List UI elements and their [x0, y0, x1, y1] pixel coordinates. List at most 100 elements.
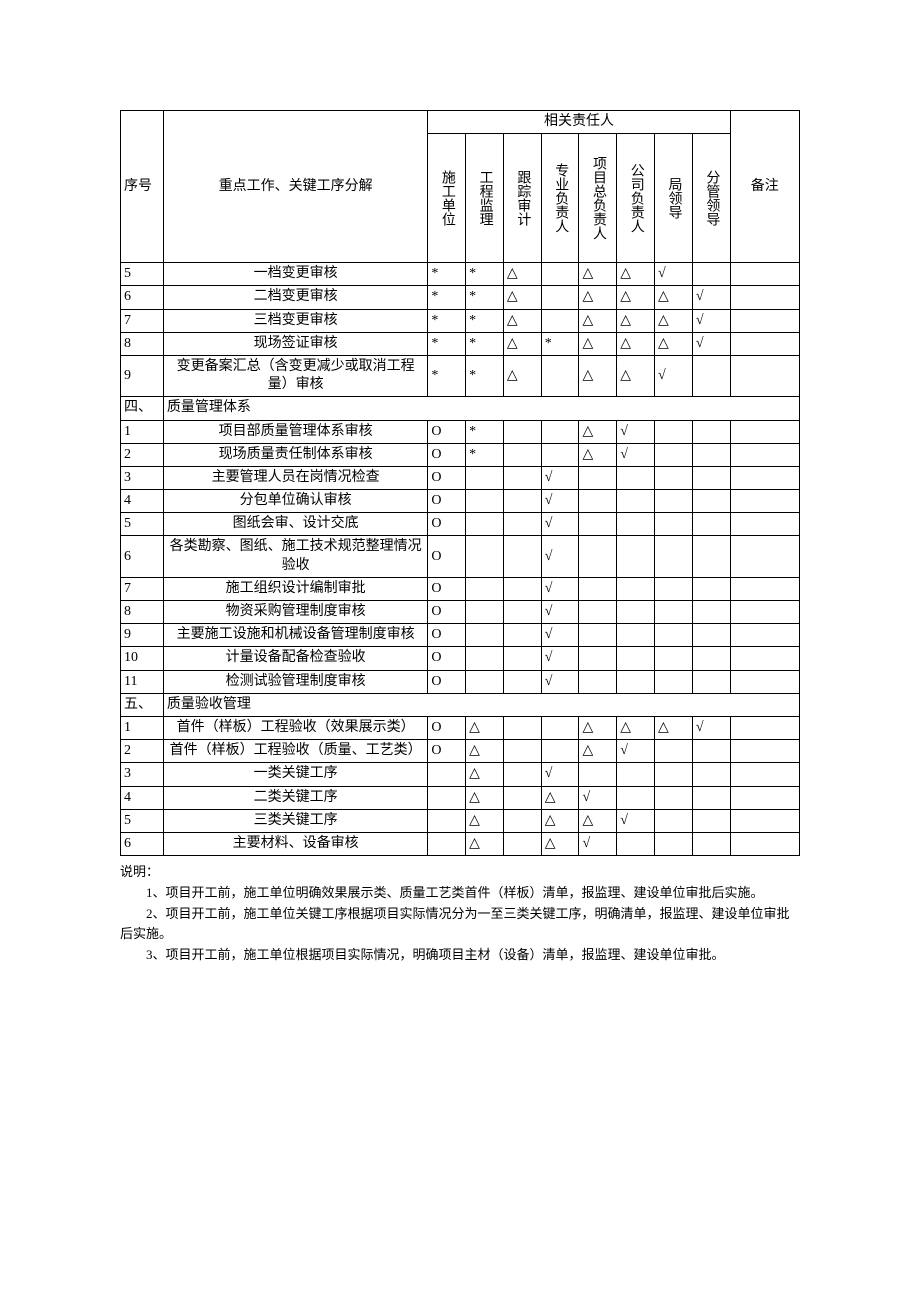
- cell-remark: [730, 309, 799, 332]
- cell-c6: √: [617, 740, 655, 763]
- cell-c1: O: [428, 443, 466, 466]
- header-col-c1: 施工单位: [428, 134, 466, 263]
- section-row: 四、质量管理体系: [121, 397, 800, 420]
- cell-c4: √: [541, 513, 579, 536]
- cell-c8: [692, 809, 730, 832]
- cell-seq: 7: [121, 577, 164, 600]
- cell-c6: [617, 763, 655, 786]
- cell-c1: [428, 786, 466, 809]
- cell-c4: √: [541, 536, 579, 577]
- cell-c5: △: [579, 809, 617, 832]
- cell-seq: 9: [121, 355, 164, 396]
- cell-c2: [466, 490, 504, 513]
- cell-seq: 5: [121, 263, 164, 286]
- cell-c4: [541, 443, 579, 466]
- cell-c8: [692, 536, 730, 577]
- cell-c1: O: [428, 716, 466, 739]
- cell-c8: [692, 670, 730, 693]
- cell-c4: √: [541, 647, 579, 670]
- cell-c1: [428, 832, 466, 855]
- cell-c2: *: [466, 309, 504, 332]
- cell-c4: [541, 263, 579, 286]
- cell-c1: *: [428, 355, 466, 396]
- cell-c8: √: [692, 332, 730, 355]
- header-desc: 重点工作、关键工序分解: [163, 111, 428, 263]
- cell-c6: △: [617, 716, 655, 739]
- cell-c8: [692, 832, 730, 855]
- cell-desc: 项目部质量管理体系审核: [163, 420, 428, 443]
- table-row: 8物资采购管理制度审核O√: [121, 601, 800, 624]
- cell-remark: [730, 466, 799, 489]
- cell-c1: O: [428, 601, 466, 624]
- cell-remark: [730, 536, 799, 577]
- cell-c3: [503, 832, 541, 855]
- cell-c2: *: [466, 420, 504, 443]
- cell-c7: [655, 670, 693, 693]
- cell-seq: 8: [121, 332, 164, 355]
- section-seq: 五、: [121, 693, 164, 716]
- cell-c3: △: [503, 355, 541, 396]
- cell-c3: [503, 670, 541, 693]
- cell-c8: √: [692, 309, 730, 332]
- cell-c1: O: [428, 577, 466, 600]
- cell-remark: [730, 670, 799, 693]
- cell-c7: [655, 763, 693, 786]
- header-responsible-group: 相关责任人: [428, 111, 730, 134]
- cell-desc: 物资采购管理制度审核: [163, 601, 428, 624]
- cell-c5: [579, 466, 617, 489]
- cell-c4: √: [541, 601, 579, 624]
- header-row-1: 序号 重点工作、关键工序分解 相关责任人 备注: [121, 111, 800, 134]
- header-col-c6: 公司负责人: [617, 134, 655, 263]
- table-row: 10计量设备配备检查验收O√: [121, 647, 800, 670]
- cell-c1: *: [428, 286, 466, 309]
- cell-desc: 一档变更审核: [163, 263, 428, 286]
- cell-desc: 现场质量责任制体系审核: [163, 443, 428, 466]
- cell-c4: √: [541, 577, 579, 600]
- cell-c3: [503, 624, 541, 647]
- table-row: 11检测试验管理制度审核O√: [121, 670, 800, 693]
- cell-c1: [428, 763, 466, 786]
- cell-c5: △: [579, 332, 617, 355]
- notes-item: 2、项目开工前，施工单位关键工序根据项目实际情况分为一至三类关键工序，明确清单，…: [120, 904, 800, 946]
- cell-c1: O: [428, 420, 466, 443]
- notes-section: 说明： 1、项目开工前，施工单位明确效果展示类、质量工艺类首件（样板）清单，报监…: [120, 862, 800, 966]
- cell-c8: [692, 466, 730, 489]
- cell-c7: [655, 536, 693, 577]
- cell-c8: √: [692, 716, 730, 739]
- cell-c6: △: [617, 355, 655, 396]
- table-row: 4分包单位确认审核O√: [121, 490, 800, 513]
- cell-c1: O: [428, 624, 466, 647]
- cell-seq: 5: [121, 513, 164, 536]
- cell-c8: [692, 420, 730, 443]
- cell-c4: √: [541, 490, 579, 513]
- cell-c3: △: [503, 309, 541, 332]
- cell-c4: [541, 740, 579, 763]
- cell-c5: [579, 577, 617, 600]
- cell-desc: 计量设备配备检查验收: [163, 647, 428, 670]
- cell-c8: [692, 624, 730, 647]
- cell-remark: [730, 763, 799, 786]
- table-row: 5一档变更审核**△△△√: [121, 263, 800, 286]
- cell-c5: [579, 490, 617, 513]
- cell-c2: *: [466, 443, 504, 466]
- table-row: 1项目部质量管理体系审核O*△√: [121, 420, 800, 443]
- cell-c8: [692, 263, 730, 286]
- cell-c3: [503, 420, 541, 443]
- cell-remark: [730, 624, 799, 647]
- cell-c2: △: [466, 809, 504, 832]
- cell-c7: [655, 624, 693, 647]
- cell-c2: △: [466, 786, 504, 809]
- cell-c1: *: [428, 332, 466, 355]
- cell-c6: [617, 832, 655, 855]
- cell-c1: O: [428, 647, 466, 670]
- cell-desc: 检测试验管理制度审核: [163, 670, 428, 693]
- table-row: 6各类勘察、图纸、施工技术规范整理情况验收O√: [121, 536, 800, 577]
- cell-c7: △: [655, 332, 693, 355]
- table-row: 9主要施工设施和机械设备管理制度审核O√: [121, 624, 800, 647]
- table-row: 5图纸会审、设计交底O√: [121, 513, 800, 536]
- cell-c7: [655, 490, 693, 513]
- cell-remark: [730, 420, 799, 443]
- cell-c4: √: [541, 670, 579, 693]
- cell-seq: 7: [121, 309, 164, 332]
- table-row: 6主要材料、设备审核△△√: [121, 832, 800, 855]
